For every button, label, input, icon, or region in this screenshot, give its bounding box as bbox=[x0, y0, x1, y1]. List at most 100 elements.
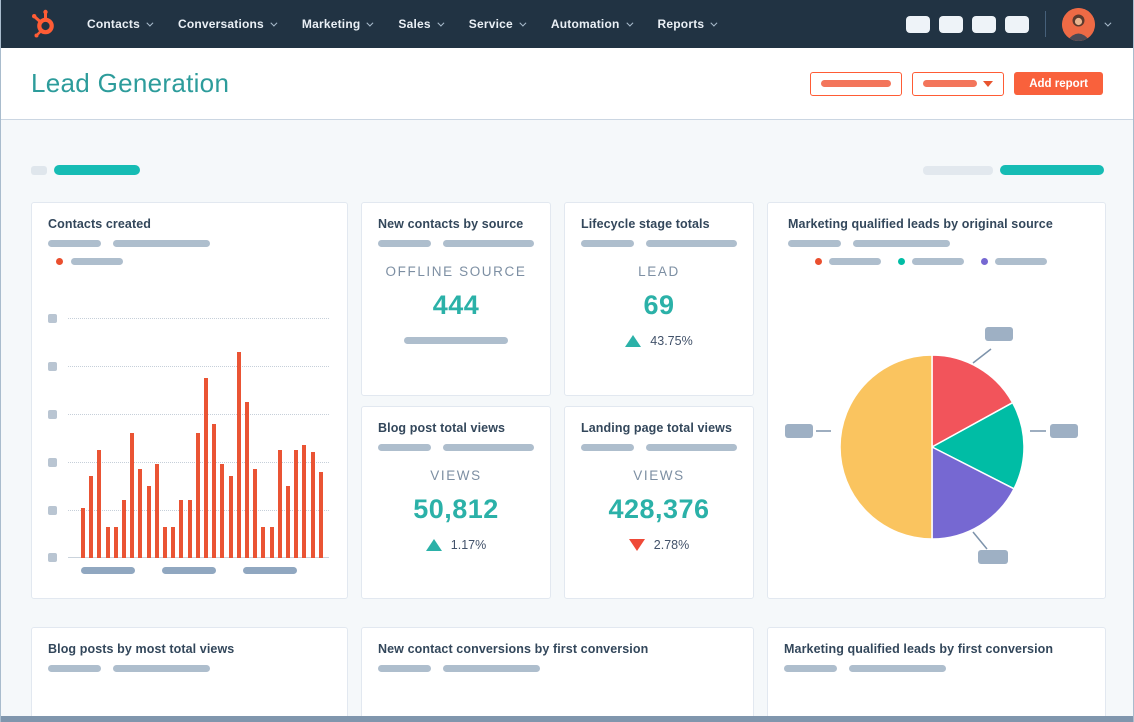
filter-right bbox=[923, 165, 1104, 175]
triangle-down-icon bbox=[628, 538, 645, 551]
pie-slice-teal[interactable] bbox=[930, 401, 1025, 490]
legend-dot-orange bbox=[56, 258, 63, 265]
metric-footer-placeholder bbox=[404, 337, 508, 344]
bar-contacts-created[interactable] bbox=[269, 526, 274, 558]
bar-contacts-created[interactable] bbox=[97, 450, 102, 558]
nav-item-marketing[interactable]: Marketing bbox=[302, 17, 374, 31]
chevron-down-icon[interactable] bbox=[1104, 19, 1112, 27]
card-title: Contacts created bbox=[48, 217, 152, 231]
mql-pie-chart bbox=[785, 327, 1078, 564]
legend-label-placeholder bbox=[829, 258, 881, 265]
bar-contacts-created[interactable] bbox=[163, 526, 168, 558]
metric-delta: 1.17% bbox=[378, 538, 534, 552]
nav-icon-placeholder[interactable] bbox=[1005, 15, 1029, 33]
card-title: Blog posts by most total views bbox=[48, 642, 235, 656]
bar-contacts-created[interactable] bbox=[294, 450, 299, 558]
metric-value: 428,376 bbox=[608, 493, 710, 524]
card-mql-by-original-source: Marketing qualified leads by original so… bbox=[767, 202, 1106, 599]
card-title: New contacts by source bbox=[378, 217, 524, 231]
page-header: Lead Generation Add report bbox=[1, 48, 1133, 120]
pie-slice-yellow[interactable] bbox=[839, 354, 933, 540]
header-dropdown-button[interactable] bbox=[912, 71, 1005, 96]
bar-contacts-created[interactable] bbox=[286, 486, 291, 558]
bar-contacts-created[interactable] bbox=[253, 469, 258, 558]
filter-chip-placeholder[interactable] bbox=[54, 165, 140, 175]
nav-icon-placeholder[interactable] bbox=[906, 15, 930, 33]
bar-contacts-created[interactable] bbox=[212, 423, 217, 558]
card-new-contacts-by-source: New contacts by source OFFLINE SOURCE 44… bbox=[361, 202, 551, 396]
bar-contacts-created[interactable] bbox=[105, 526, 110, 558]
nav-item-sales[interactable]: Sales bbox=[398, 17, 445, 31]
bar-contacts-created[interactable] bbox=[81, 507, 85, 558]
metric-value: 444 bbox=[432, 290, 480, 320]
card-subtitle-placeholders bbox=[48, 240, 331, 247]
card-lifecycle-stage-totals: Lifecycle stage totals LEAD 69 43.75% bbox=[564, 202, 754, 396]
bar-contacts-created[interactable] bbox=[220, 464, 225, 558]
chevron-down-icon bbox=[146, 19, 154, 27]
pie-slice-red[interactable] bbox=[931, 354, 1014, 449]
filter-left bbox=[31, 165, 140, 175]
nav-item-automation[interactable]: Automation bbox=[551, 17, 633, 31]
bar-contacts-created[interactable] bbox=[236, 351, 241, 558]
triangle-up-icon bbox=[425, 538, 442, 551]
card-mql-by-first-conversion: Marketing qualified leads by first conve… bbox=[767, 627, 1106, 716]
metric-label: VIEWS bbox=[430, 467, 482, 483]
hubspot-logo-icon[interactable] bbox=[31, 9, 57, 39]
bar-contacts-created[interactable] bbox=[171, 526, 176, 558]
nav-icon-placeholder[interactable] bbox=[972, 15, 996, 33]
legend-dot-orange bbox=[815, 258, 822, 265]
filter-icon-placeholder[interactable] bbox=[31, 165, 47, 175]
redacted-label-placeholder bbox=[923, 80, 978, 87]
nav-divider bbox=[1045, 11, 1046, 37]
bar-contacts-created[interactable] bbox=[113, 526, 118, 558]
metric-delta: 43.75% bbox=[581, 334, 737, 348]
report-grid-row-2: Blog posts by most total views New conta… bbox=[31, 627, 1106, 716]
card-blog-post-total-views: Blog post total views VIEWS 50,812 1.17% bbox=[361, 405, 551, 599]
bar-contacts-created[interactable] bbox=[310, 452, 315, 558]
metric-label: OFFLINE SOURCE bbox=[385, 264, 527, 279]
bar-contacts-created[interactable] bbox=[318, 471, 323, 558]
nav-item-contacts[interactable]: Contacts bbox=[87, 17, 154, 31]
bar-contacts-created[interactable] bbox=[122, 500, 127, 558]
card-title: Blog post total views bbox=[378, 420, 506, 435]
metric-label: VIEWS bbox=[633, 467, 685, 483]
bar-contacts-created[interactable] bbox=[195, 433, 200, 558]
card-subtitle-placeholders bbox=[788, 240, 1085, 247]
card-new-contact-conversions: New contact conversions by first convers… bbox=[361, 627, 754, 716]
bar-contacts-created[interactable] bbox=[89, 476, 94, 558]
bar-contacts-created[interactable] bbox=[277, 450, 282, 558]
legend-dot-teal bbox=[898, 258, 905, 265]
card-title: New contact conversions by first convers… bbox=[378, 642, 649, 656]
bar-contacts-created[interactable] bbox=[204, 378, 209, 558]
bar-contacts-created[interactable] bbox=[187, 500, 192, 558]
bar-contacts-created[interactable] bbox=[138, 469, 143, 558]
contacts-created-bar-chart bbox=[48, 314, 331, 562]
card-title: Lifecycle stage totals bbox=[581, 217, 710, 231]
user-avatar[interactable] bbox=[1062, 7, 1095, 41]
card-landing-page-total-views: Landing page total views VIEWS 428,376 2… bbox=[564, 405, 754, 599]
card-blog-posts-by-most-total-views: Blog posts by most total views bbox=[31, 627, 348, 716]
card-contacts-created: Contacts created bbox=[31, 202, 348, 599]
nav-item-service[interactable]: Service bbox=[469, 17, 527, 31]
bar-contacts-created[interactable] bbox=[179, 500, 184, 558]
triangle-up-icon bbox=[625, 335, 642, 347]
nav-icon-placeholder[interactable] bbox=[939, 15, 963, 33]
nav-item-conversations[interactable]: Conversations bbox=[178, 17, 278, 31]
nav-menu: Contacts Conversations Marketing Sales S… bbox=[87, 17, 718, 31]
bar-contacts-created[interactable] bbox=[302, 445, 307, 558]
bar-contacts-created[interactable] bbox=[154, 464, 159, 558]
header-filter-button[interactable] bbox=[810, 71, 903, 96]
bar-contacts-created[interactable] bbox=[146, 486, 151, 558]
bar-contacts-created[interactable] bbox=[261, 526, 266, 558]
chevron-down-icon bbox=[625, 19, 633, 27]
bar-contacts-created[interactable] bbox=[245, 402, 250, 558]
bar-contacts-created[interactable] bbox=[130, 433, 135, 558]
bar-contacts-created[interactable] bbox=[228, 476, 233, 558]
chevron-down-icon bbox=[437, 19, 445, 27]
add-report-button[interactable]: Add report bbox=[1014, 72, 1103, 95]
nav-item-reports[interactable]: Reports bbox=[658, 17, 718, 31]
nav-utilities bbox=[897, 7, 1112, 41]
chevron-down-icon bbox=[270, 19, 278, 27]
pie-slice-purple[interactable] bbox=[931, 445, 1016, 540]
filter-chip-placeholder[interactable] bbox=[1000, 165, 1104, 175]
